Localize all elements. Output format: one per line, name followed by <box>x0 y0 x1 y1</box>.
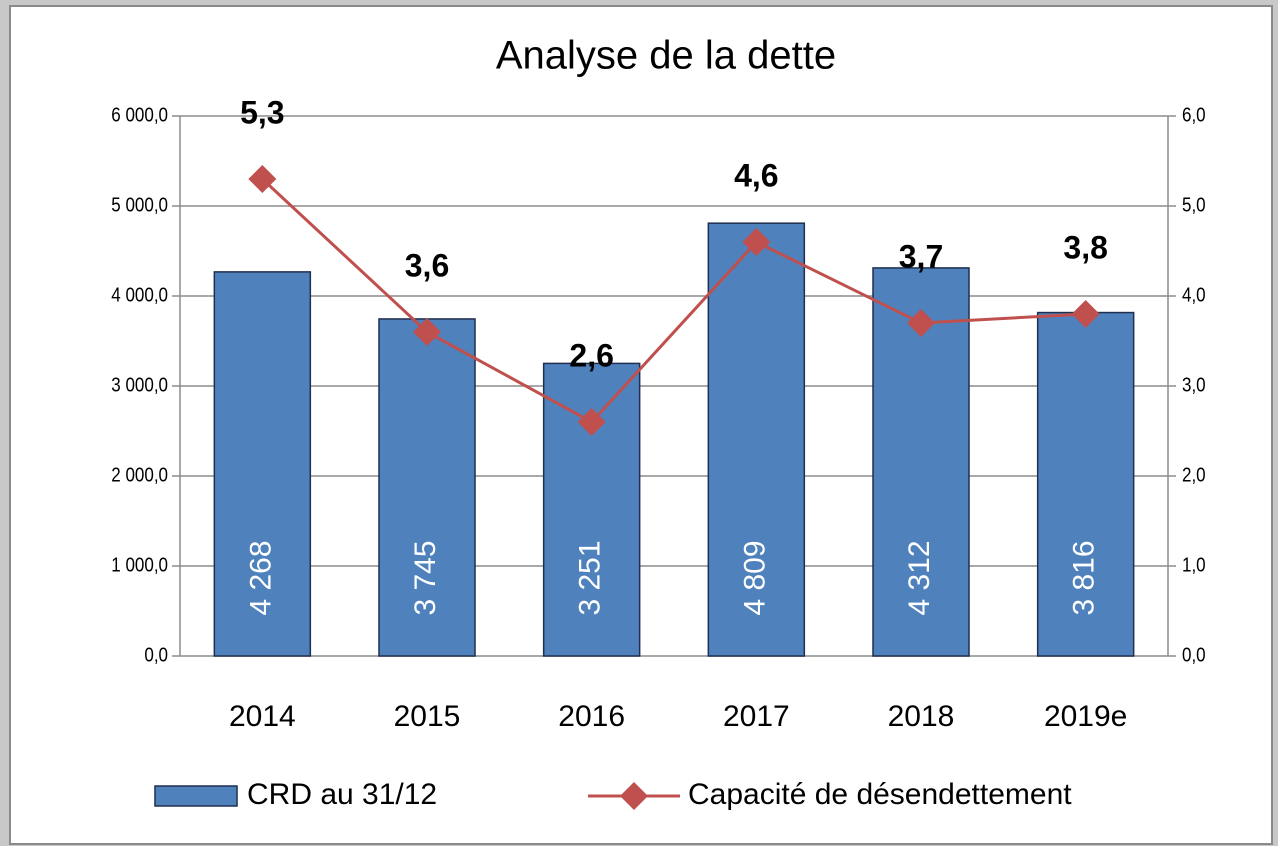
line-value-label: 3,6 <box>405 247 449 283</box>
legend-label: Capacité de désendettement <box>688 778 1072 811</box>
y2-tick-label: 1,0 <box>1182 553 1206 576</box>
bar-value-label: 3 251 <box>574 540 607 615</box>
x-tick-label: 2017 <box>723 700 790 733</box>
bar-value-label: 3 816 <box>1068 540 1101 615</box>
marker <box>907 309 935 337</box>
y2-tick-label: 0,0 <box>1182 643 1206 666</box>
y-tick-label: 0,0 <box>144 643 168 666</box>
y-tick-label: 3 000,0 <box>111 373 168 396</box>
legend-swatch <box>154 785 238 807</box>
line-value-label: 4,6 <box>734 157 778 193</box>
y2-tick-label: 6,0 <box>1182 103 1206 126</box>
marker <box>577 408 606 436</box>
x-tick-label: 2015 <box>394 700 461 733</box>
bar-value-label: 4 809 <box>738 540 771 615</box>
y2-tick-label: 2,0 <box>1182 463 1206 486</box>
bar <box>213 271 312 657</box>
y-tick-label: 6 000,0 <box>111 103 168 126</box>
marker <box>413 318 441 346</box>
y-tick-label: 4 000,0 <box>111 283 168 306</box>
line <box>261 177 1086 424</box>
bar-value-label: 3 745 <box>409 540 442 615</box>
y2-tick-label: 3,0 <box>1182 373 1206 396</box>
x-tick-label: 2018 <box>888 700 955 733</box>
marker <box>1071 300 1100 328</box>
x-tick-label: 2014 <box>229 700 296 733</box>
bar <box>707 222 806 657</box>
bar-value-label: 4 268 <box>244 540 277 615</box>
x-tick-label: 2016 <box>558 700 625 733</box>
bar <box>378 318 476 657</box>
line-value-label: 3,7 <box>899 238 943 274</box>
chart-title: Analyse de la dette <box>496 34 836 78</box>
legend-marker <box>620 782 648 810</box>
line-value-label: 3,8 <box>1063 229 1107 265</box>
line-value-label: 5,3 <box>240 94 284 130</box>
line-value-label: 2,6 <box>569 337 613 373</box>
y-tick-label: 5 000,0 <box>111 193 168 216</box>
x-tick-label: 2019e <box>1044 700 1127 733</box>
y-tick-label: 2 000,0 <box>111 463 168 486</box>
legend-label: CRD au 31/12 <box>247 778 437 811</box>
marker <box>248 165 277 193</box>
y-tick-label: 1 000,0 <box>111 553 168 576</box>
bar-value-label: 4 312 <box>903 540 936 615</box>
y2-tick-label: 5,0 <box>1182 193 1206 216</box>
marker <box>742 228 771 256</box>
y2-tick-label: 4,0 <box>1182 283 1206 306</box>
bar <box>1036 311 1135 657</box>
